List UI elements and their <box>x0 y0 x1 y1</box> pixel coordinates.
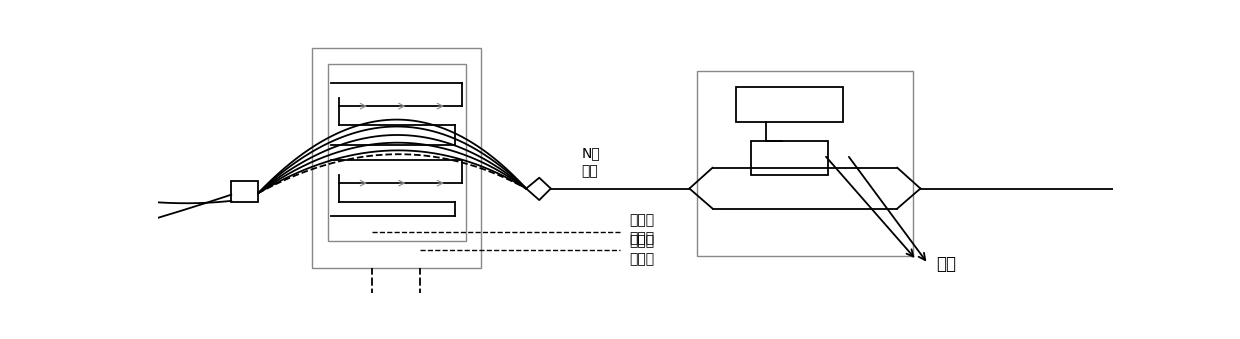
Bar <box>327 64 466 241</box>
Bar <box>231 181 258 202</box>
Text: 奇数波
导电极: 奇数波 导电极 <box>630 235 655 266</box>
Bar <box>751 141 828 175</box>
Text: N条
波导: N条 波导 <box>582 147 600 178</box>
Bar <box>735 87 843 121</box>
Bar <box>312 48 481 268</box>
Text: 电极: 电极 <box>936 255 956 273</box>
Text: 偶数波
导电极: 偶数波 导电极 <box>630 214 655 245</box>
Bar <box>697 72 913 256</box>
